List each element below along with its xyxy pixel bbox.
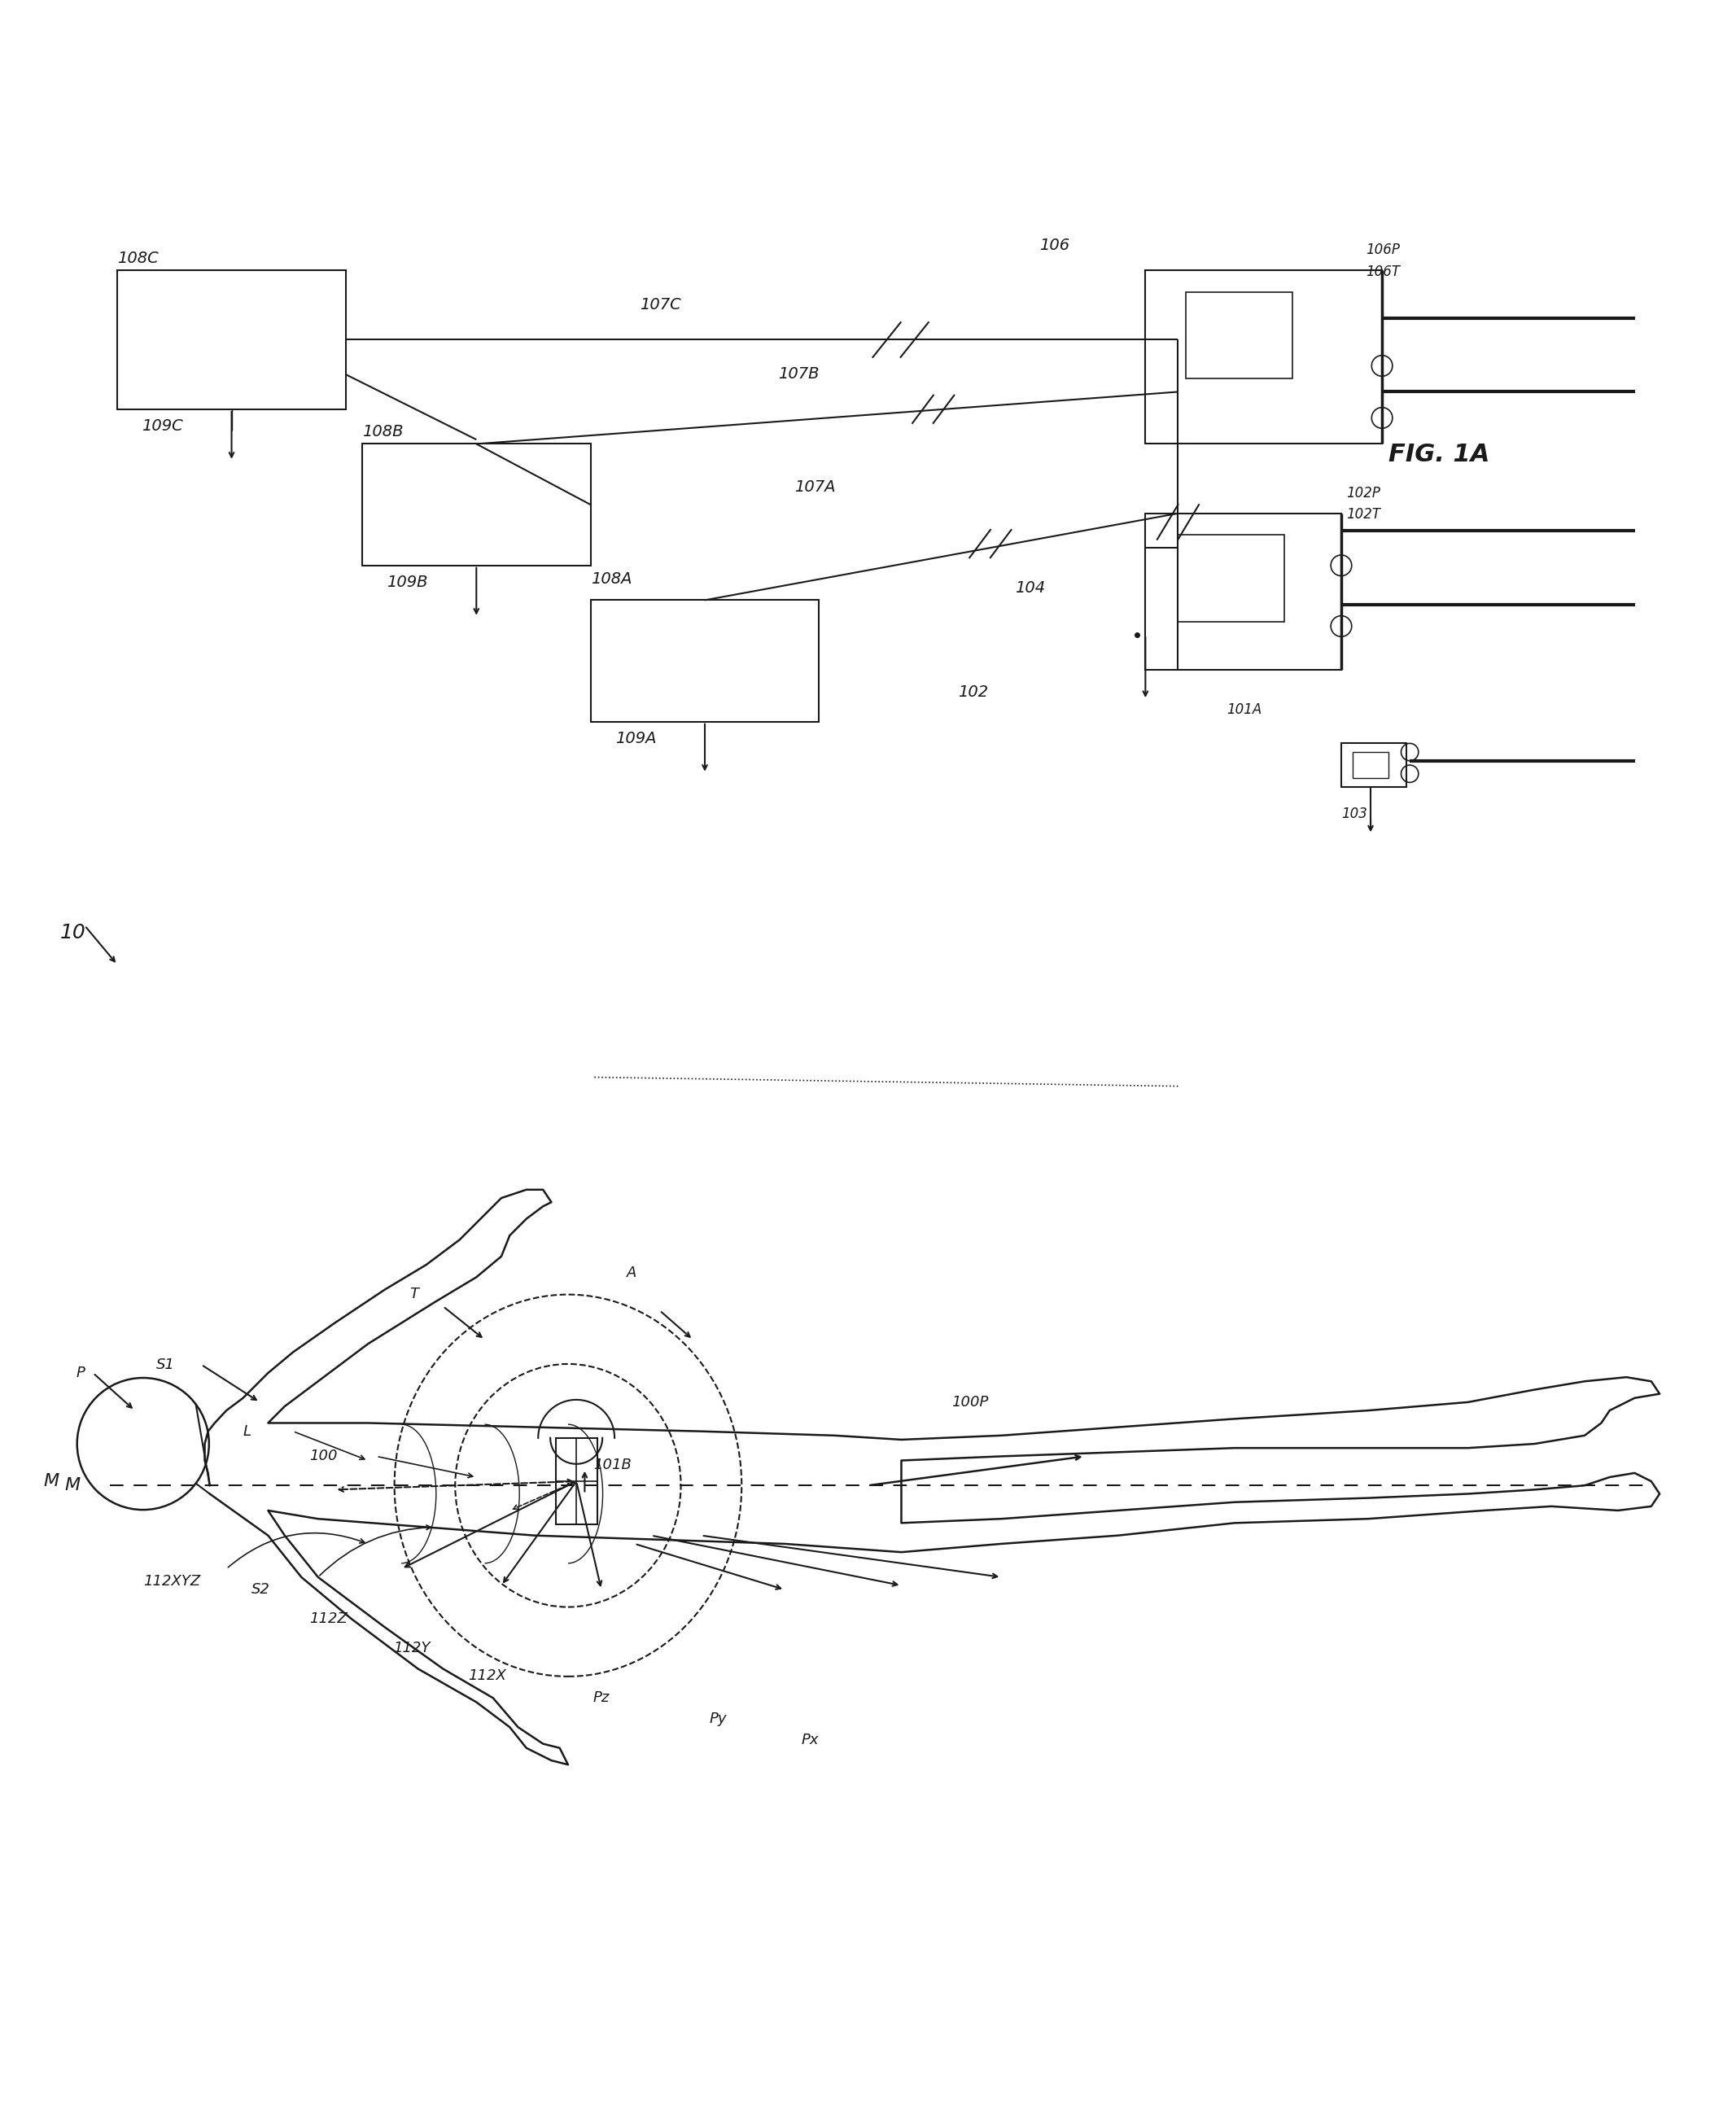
Text: 103: 103 [1342,808,1368,822]
Text: Pz: Pz [594,1691,609,1706]
Text: FIG. 1A: FIG. 1A [1389,442,1489,467]
Text: 106P: 106P [1366,242,1399,257]
Text: A: A [627,1266,637,1281]
Text: 104: 104 [1016,580,1045,595]
Text: M: M [43,1474,59,1489]
Text: 102T: 102T [1345,507,1380,522]
Text: 107C: 107C [639,297,681,313]
Text: M: M [64,1476,80,1493]
Text: L: L [243,1424,252,1438]
Text: 109B: 109B [387,574,427,591]
Text: 108A: 108A [590,572,632,587]
Text: S2: S2 [252,1581,271,1596]
Text: 100: 100 [309,1449,339,1464]
Text: S1: S1 [156,1356,175,1371]
Text: 108B: 108B [363,425,403,440]
Polygon shape [556,1438,597,1525]
Text: 107A: 107A [795,479,835,494]
Text: 112XYZ: 112XYZ [142,1573,200,1588]
Text: 107B: 107B [778,366,819,383]
Text: 102: 102 [958,683,988,700]
Text: 10: 10 [61,923,87,942]
Text: 109A: 109A [615,732,656,747]
Text: T: T [410,1287,418,1302]
Text: 106T: 106T [1366,265,1399,280]
Text: P: P [76,1365,85,1380]
Text: 108C: 108C [118,250,158,265]
Text: 101B: 101B [594,1457,632,1472]
Text: 101A: 101A [1227,702,1262,717]
Text: 100P: 100P [951,1394,988,1409]
Text: Px: Px [802,1733,819,1748]
Text: Py: Py [710,1712,727,1727]
Text: 106: 106 [1040,238,1069,252]
Text: 112Z: 112Z [309,1611,347,1626]
Text: 112X: 112X [469,1668,507,1682]
Text: 109C: 109C [142,418,182,433]
Text: 112Y: 112Y [392,1640,431,1655]
Text: 102P: 102P [1345,486,1380,501]
